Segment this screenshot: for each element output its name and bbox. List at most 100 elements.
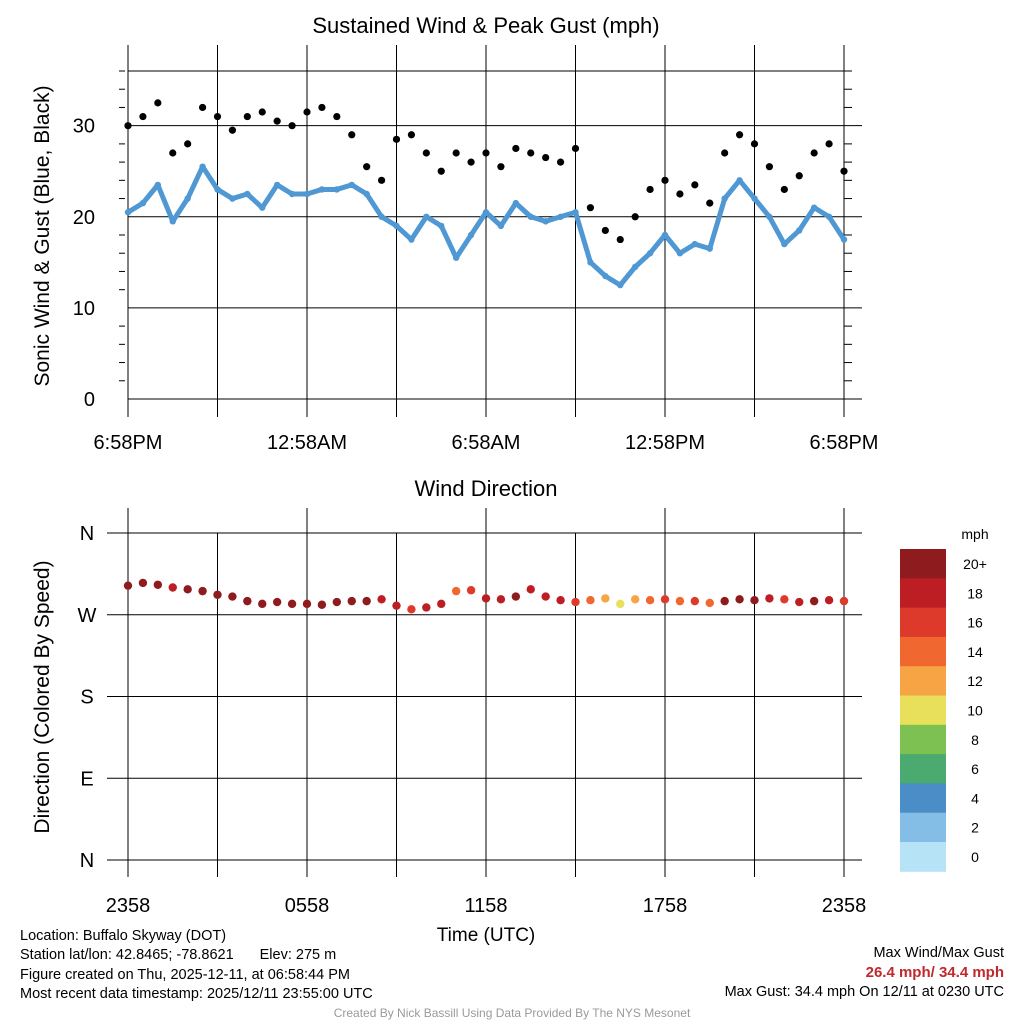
sustained-wind-point — [124, 209, 132, 216]
peak-gust-point — [288, 122, 296, 130]
wind-direction-point — [437, 599, 446, 609]
sustained-wind-point — [810, 204, 818, 211]
peak-gust-point — [542, 153, 550, 162]
station-info: Location: Buffalo Skyway (DOT) Station l… — [20, 927, 373, 1004]
wind-direction-point — [407, 605, 416, 614]
max-summary: Max Wind/Max Gust 26.4 mph/ 34.4 mph Max… — [725, 944, 1004, 1002]
peak-gust-point — [154, 99, 162, 107]
colorbar-label: 8 — [971, 732, 979, 748]
top-x-tick-label: 6:58AM — [452, 432, 521, 454]
bottom-y-tick-label: W — [78, 605, 97, 627]
wind-direction-point — [317, 600, 327, 609]
sustained-wind-point — [557, 213, 564, 220]
peak-gust-point — [184, 140, 192, 148]
peak-gust-point — [631, 213, 639, 221]
bottom-x-tick-label: 2358 — [106, 895, 151, 917]
peak-gust-point — [213, 112, 222, 121]
colorbar-swatch — [900, 812, 946, 843]
wind-direction-point — [287, 599, 297, 609]
wind-direction-chart-title: Wind Direction — [414, 476, 557, 501]
sustained-wind-point — [676, 250, 684, 257]
wind-direction-point — [481, 594, 491, 603]
peak-gust-point — [407, 131, 416, 139]
peak-gust-point — [810, 149, 818, 157]
wind-direction-point — [780, 595, 789, 604]
wind-direction-point — [213, 590, 222, 599]
peak-gust-point — [258, 108, 266, 116]
sustained-wind-point — [199, 163, 206, 170]
wind-direction-point — [750, 596, 759, 605]
wind-direction-point — [422, 603, 431, 612]
wind-direction-point — [302, 599, 312, 609]
wind-direction-chart: Wind Direction Direction (Colored By Spe… — [31, 476, 866, 946]
peak-gust-point — [377, 176, 386, 184]
top-y-tick-label: 10 — [73, 298, 95, 320]
sustained-wind-point — [825, 213, 833, 220]
peak-gust-point — [780, 185, 788, 194]
sustained-wind-point — [572, 209, 579, 216]
peak-gust-point — [392, 135, 401, 143]
sustained-wind-point — [288, 190, 296, 198]
peak-gust-point — [348, 131, 356, 139]
peak-gust-point — [676, 190, 684, 198]
bottom-y-tick-label: E — [80, 768, 93, 790]
peak-gust-point — [512, 144, 520, 153]
wind-direction-point — [496, 595, 506, 604]
wind-direction-point — [332, 597, 342, 607]
peak-gust-series — [124, 99, 848, 244]
max-summary-title: Max Wind/Max Gust — [873, 945, 1004, 961]
sustained-wind-point — [363, 190, 370, 198]
sustained-wind-point — [617, 281, 624, 289]
peak-gust-point — [139, 112, 147, 121]
sustained-wind-point — [438, 222, 445, 230]
sustained-wind-point — [259, 204, 266, 211]
peak-gust-point — [601, 226, 609, 235]
wind-direction-point — [616, 599, 625, 609]
sustained-wind-point — [333, 186, 341, 193]
wind-direction-point — [138, 578, 148, 588]
wind-direction-point — [645, 596, 655, 605]
colorbar-label: 4 — [971, 790, 979, 806]
sustained-wind-point — [244, 190, 251, 198]
wind-speed-y-axis-label: Sonic Wind & Gust (Blue, Black) — [31, 85, 54, 386]
wind-direction-point — [123, 581, 133, 590]
wind-direction-point — [466, 586, 476, 595]
wind-direction-point — [168, 583, 177, 592]
colorbar-swatch — [900, 724, 946, 755]
station-location: Location: Buffalo Skyway (DOT) — [20, 928, 227, 944]
wind-direction-point — [377, 595, 386, 604]
wind-direction-point — [690, 596, 700, 606]
recent-data-timestamp: Most recent data timestamp: 2025/12/11 2… — [20, 985, 373, 1002]
wind-direction-point — [183, 585, 192, 594]
sustained-wind-point — [393, 222, 400, 230]
sustained-wind-point — [751, 195, 758, 202]
colorbar-label: 18 — [967, 585, 983, 601]
peak-gust-point — [721, 149, 729, 157]
peak-gust-point — [318, 103, 326, 112]
sustained-wind-point — [154, 181, 162, 189]
sustained-wind-point — [139, 199, 147, 207]
sustained-wind-point — [467, 231, 475, 239]
sustained-wind-point — [646, 250, 654, 257]
peak-gust-point — [646, 185, 654, 194]
sustained-wind-point — [318, 186, 326, 193]
peak-gust-point — [243, 112, 251, 121]
peak-gust-point — [437, 167, 445, 175]
max-gust-time: Max Gust: 34.4 mph On 12/11 at 0230 UTC — [724, 983, 1004, 1000]
wind-direction-point — [451, 586, 461, 596]
peak-gust-point — [303, 108, 311, 116]
station-elevation: Elev: 275 m — [259, 947, 337, 964]
sustained-wind-point — [512, 199, 520, 207]
credit-line: Created By Nick Bassill Using Data Provi… — [333, 1006, 691, 1020]
max-summary-values: 26.4 mph/ 34.4 mph — [865, 964, 1004, 982]
wind-direction-point — [362, 596, 371, 606]
bottom-y-tick-label: N — [80, 850, 94, 872]
top-x-tick-label: 6:58PM — [94, 432, 163, 454]
wind-direction-point — [809, 596, 819, 606]
peak-gust-point — [706, 199, 714, 207]
peak-gust-point — [422, 149, 430, 157]
peak-gust-point — [735, 131, 744, 139]
top-y-tick-label: 30 — [73, 116, 95, 138]
colorbar-swatch — [900, 754, 946, 784]
colorbar-label: 6 — [971, 761, 979, 777]
